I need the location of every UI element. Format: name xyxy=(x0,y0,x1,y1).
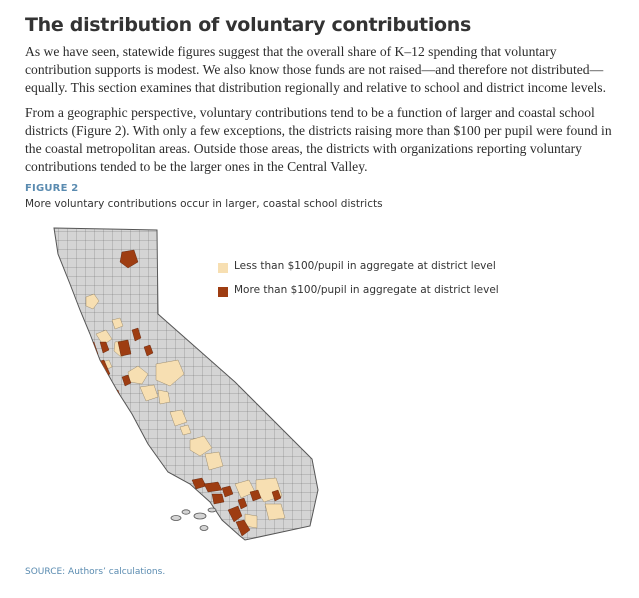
channel-islands xyxy=(170,507,217,531)
paragraph-1: As we have seen, statewide figures sugge… xyxy=(25,44,606,95)
section-heading: The distribution of voluntary contributi… xyxy=(25,14,472,36)
paragraph-2: From a geographic perspective, voluntary… xyxy=(25,105,612,174)
figure-label: FIGURE 2 xyxy=(25,183,79,194)
legend-swatch-high xyxy=(218,287,228,297)
california-districts-map xyxy=(53,227,319,541)
legend-swatch-low xyxy=(218,263,228,273)
low-contribution-districts xyxy=(85,293,286,529)
source-note: SOURCE: Authors’ calculations. xyxy=(25,567,166,577)
legend-label-high: More than $100/pupil in aggregate at dis… xyxy=(234,284,499,296)
legend-label-low: Less than $100/pupil in aggregate at dis… xyxy=(234,260,496,272)
figure-caption: More voluntary contributions occur in la… xyxy=(25,198,383,210)
